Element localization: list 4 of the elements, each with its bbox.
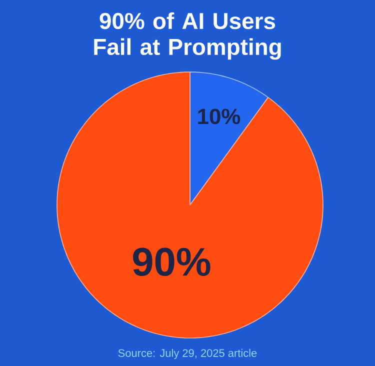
data-label: 10% xyxy=(198,108,240,124)
data-label: 90% xyxy=(132,248,210,276)
chart-title: 90% of AI Users Fail at Prompting xyxy=(94,12,281,60)
source-note: Source: July 29, 2025 article xyxy=(118,348,257,360)
